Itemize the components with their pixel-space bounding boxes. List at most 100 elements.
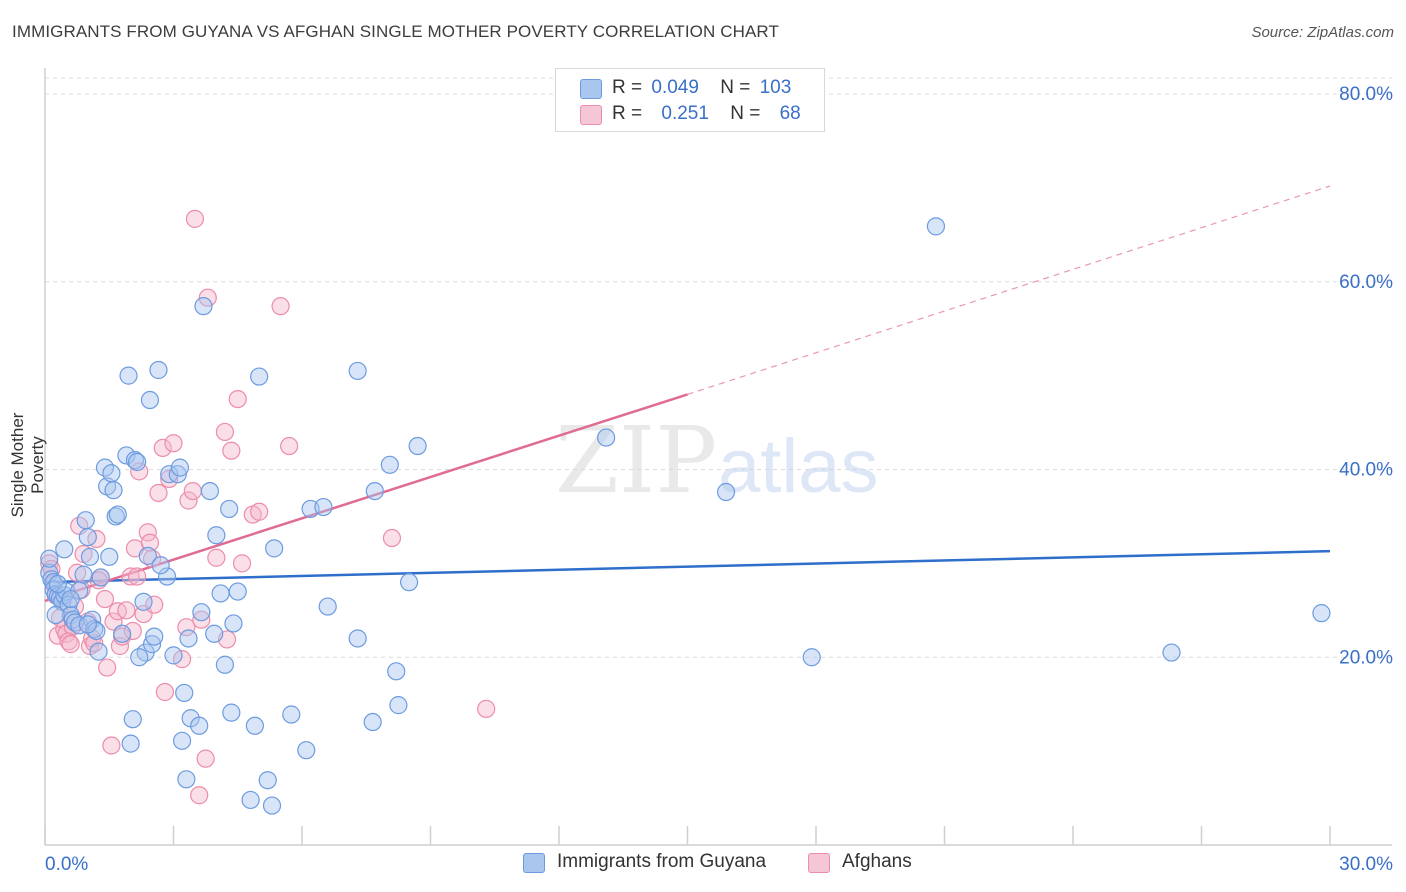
n-value: 68 [779, 103, 801, 124]
afghans-legend-swatch [808, 853, 830, 873]
afghans-legend-label: Afghans [842, 851, 912, 872]
guyana-point [127, 452, 147, 472]
guyana-point [102, 464, 121, 483]
guyana-point [168, 465, 187, 484]
afghans-point [232, 554, 252, 573]
afghans-point [61, 635, 80, 654]
r-value: 0.049 [651, 77, 699, 98]
guyana-point [149, 360, 168, 380]
guyana-point [282, 705, 301, 724]
guyana-point [142, 635, 162, 654]
x-tick-label: 0.0% [45, 854, 88, 875]
correlation-legend: R = 0.049 N = 103 R = 0.251 N = 68 [555, 68, 825, 132]
afghans-point [121, 567, 140, 586]
guyana-point [224, 614, 243, 633]
guyana-point [123, 710, 142, 729]
guyana-point [48, 574, 67, 594]
guyana-point [222, 703, 241, 722]
guyana-point [399, 573, 419, 592]
afghans-point [117, 601, 136, 620]
afghans-point [102, 736, 121, 755]
n-label: N = [720, 77, 751, 98]
afghans-point [59, 632, 78, 651]
tick-labels: 20.0% 40.0% 60.0% 80.0% 0.0% 30.0% [45, 84, 1393, 875]
guyana-point [265, 539, 284, 558]
guyana-point [387, 662, 406, 681]
watermark: ZIP atlas [555, 407, 879, 514]
n-value: 103 [759, 77, 792, 98]
guyana-point [177, 770, 196, 789]
afghans-point [185, 209, 205, 228]
guyana-point [89, 642, 108, 661]
afghans-point [149, 483, 168, 503]
afghans-point [68, 563, 87, 582]
guyana-point [205, 624, 224, 643]
guyana-point [130, 648, 149, 667]
guyana-point [408, 436, 427, 456]
guyana-point [145, 627, 164, 646]
guyana-point [194, 297, 213, 316]
guyana-point [389, 696, 408, 715]
afghans-point [198, 288, 217, 307]
afghans-point [215, 422, 234, 442]
y-axis-label: Single Mother Poverty [8, 412, 47, 518]
guyana-point [211, 584, 230, 603]
guyana-point [172, 731, 192, 750]
afghans-point [222, 441, 241, 460]
guyana-point [348, 361, 367, 381]
afghans-point [207, 548, 226, 567]
guyana-point [40, 549, 59, 568]
afghans-point [140, 533, 160, 552]
guyana-point [220, 499, 239, 519]
afghans-point [190, 786, 209, 805]
y-tick-label: 40.0% [1339, 460, 1393, 481]
guyana-point [190, 716, 209, 735]
afghans-point [177, 618, 196, 637]
afghans-point [250, 502, 269, 521]
afghans-trend-extension [687, 185, 1331, 395]
guyana-point [91, 568, 110, 587]
afghans-point [196, 749, 215, 768]
guyana-point [76, 511, 95, 530]
afghans-point [271, 297, 290, 316]
n-label: N = [730, 103, 761, 124]
afghans-point [95, 589, 115, 609]
guyana-point [318, 597, 337, 616]
guyana-point [121, 734, 140, 753]
guyana-point [55, 540, 74, 559]
guyana-point [802, 648, 821, 667]
y-tick-label: 60.0% [1339, 272, 1393, 293]
watermark-atlas: atlas [718, 424, 879, 509]
afghans-point [145, 595, 164, 614]
guyana-point [112, 624, 132, 643]
guyana-legend-swatch [523, 853, 545, 873]
guyana-point [151, 556, 170, 575]
guyana-point [258, 771, 277, 790]
afghans-point [127, 567, 147, 586]
r-value: 0.251 [661, 103, 709, 124]
guyana-point [363, 712, 382, 732]
afghans-point [192, 610, 211, 629]
guyana-point [192, 603, 211, 622]
guyana-point [228, 582, 247, 601]
guyana-point [250, 367, 269, 386]
afghans-point [98, 658, 117, 677]
r-label: R = [612, 103, 643, 124]
afghans-point [155, 682, 175, 702]
guyana-point [245, 716, 264, 735]
guyana-point [365, 481, 384, 501]
watermark-zip: ZIP [555, 407, 717, 514]
afghans-point [183, 481, 202, 501]
guyana-point [926, 217, 946, 236]
afghans-point [280, 436, 299, 456]
guyana-point [179, 629, 198, 648]
guyana-point [104, 481, 123, 500]
chart-title: IMMIGRANTS FROM GUYANA VS AFGHAN SINGLE … [12, 22, 779, 41]
afghans-point [477, 699, 496, 718]
source-label: Source: ZipAtlas.com [1251, 24, 1394, 41]
guyana-point [215, 655, 234, 674]
guyana-point [134, 592, 153, 611]
y-tick-label: 20.0% [1339, 647, 1393, 668]
data-points [40, 209, 1331, 815]
